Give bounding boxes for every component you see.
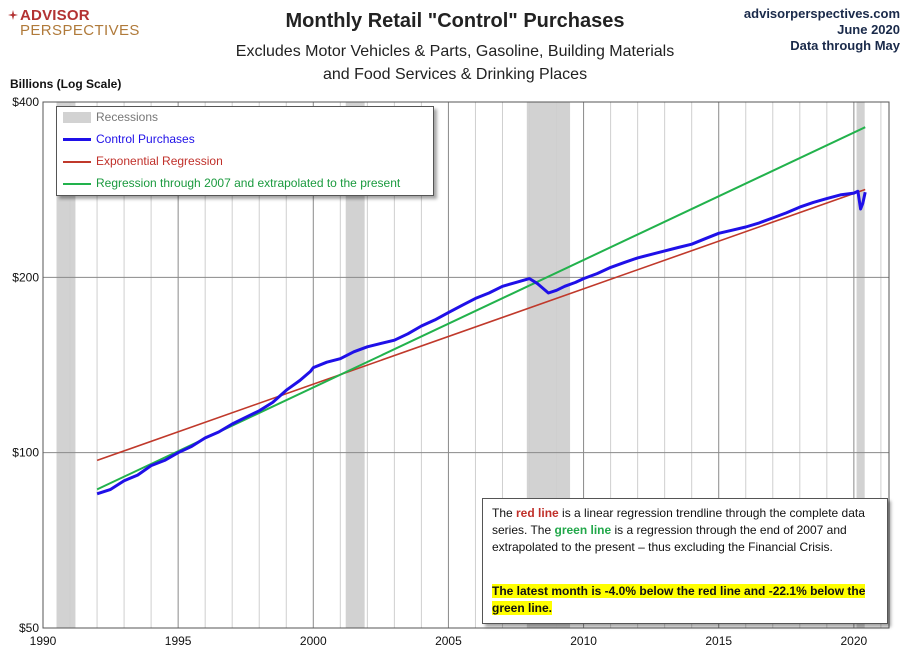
recession-swatch: [63, 112, 91, 123]
series-line-control-purchases: [96, 189, 867, 496]
legend-label-control: Control Purchases: [96, 132, 195, 146]
annotation-highlight: The latest month is -4.0% below the red …: [492, 583, 880, 617]
legend: Recessions Control Purchases Exponential…: [56, 106, 434, 196]
subtitle-line-2: and Food Services & Drinking Places: [322, 66, 588, 83]
y-axis-label: Billions (Log Scale): [10, 77, 122, 91]
legend-label-green: Regression through 2007 and extrapolated…: [96, 176, 401, 190]
annotation-text: The red line is a linear regression tren…: [492, 505, 880, 556]
subtitle-line-1: Excludes Motor Vehicles & Parts, Gasolin…: [235, 43, 675, 60]
y-tick-label: $200: [12, 270, 39, 284]
note-latest-month: The latest month is -4.0% below the red …: [492, 584, 866, 615]
note-text-a: The: [492, 506, 517, 520]
x-tick-label: 1995: [165, 634, 192, 648]
logo-word-top: ADVISOR: [20, 7, 90, 24]
logo-word-bottom: PERSPECTIVES: [20, 22, 140, 39]
recession-band: [856, 102, 865, 628]
note-text-c: is a regression through the end of 2007 …: [492, 523, 847, 554]
source-block: advisorperspectives.com June 2020 Data t…: [744, 6, 900, 54]
data-through: Data through May: [790, 38, 900, 53]
series-line-exponential-regression: [96, 188, 866, 462]
x-tick-label: 2020: [841, 634, 868, 648]
control-swatch: [63, 138, 91, 141]
legend-label-exp: Exponential Regression: [96, 154, 223, 168]
y-tick-label: $100: [12, 446, 39, 460]
note-red-line: red line: [516, 506, 559, 520]
recession-band: [56, 102, 76, 628]
series: [96, 126, 867, 496]
publish-date: June 2020: [837, 22, 900, 37]
chart-subtitle: Excludes Motor Vehicles & Parts, Gasolin…: [180, 40, 730, 86]
compass-icon: [8, 10, 18, 20]
x-tick-label: 2000: [300, 634, 327, 648]
x-tick-label: 2010: [570, 634, 597, 648]
y-tick-label: $50: [19, 621, 39, 635]
site-name: advisorperspectives.com: [743, 6, 900, 21]
recession-band: [345, 102, 365, 628]
annotation-box: The red line is a linear regression tren…: [482, 498, 888, 624]
chart-title: Monthly Retail "Control" Purchases: [285, 10, 625, 32]
axis-ticks: $50 $100 $200 $400 1990 1995 2000 2005 2010 2015 2…: [12, 95, 867, 648]
x-tick-label: 2005: [435, 634, 462, 648]
plot-frame: [42, 101, 890, 629]
exp-swatch: [63, 161, 91, 163]
green-swatch: [63, 183, 91, 185]
note-green-line: green line: [554, 523, 612, 537]
x-tick-label: 1990: [30, 634, 57, 648]
y-tick-label: $400: [12, 95, 39, 109]
note-text-b: is a linear regression trendline through…: [492, 506, 865, 537]
legend-label-recessions: Recessions: [96, 110, 159, 124]
x-tick-label: 2015: [705, 634, 732, 648]
advisor-perspectives-logo: ADVISOR PERSPECTIVES: [8, 7, 140, 39]
